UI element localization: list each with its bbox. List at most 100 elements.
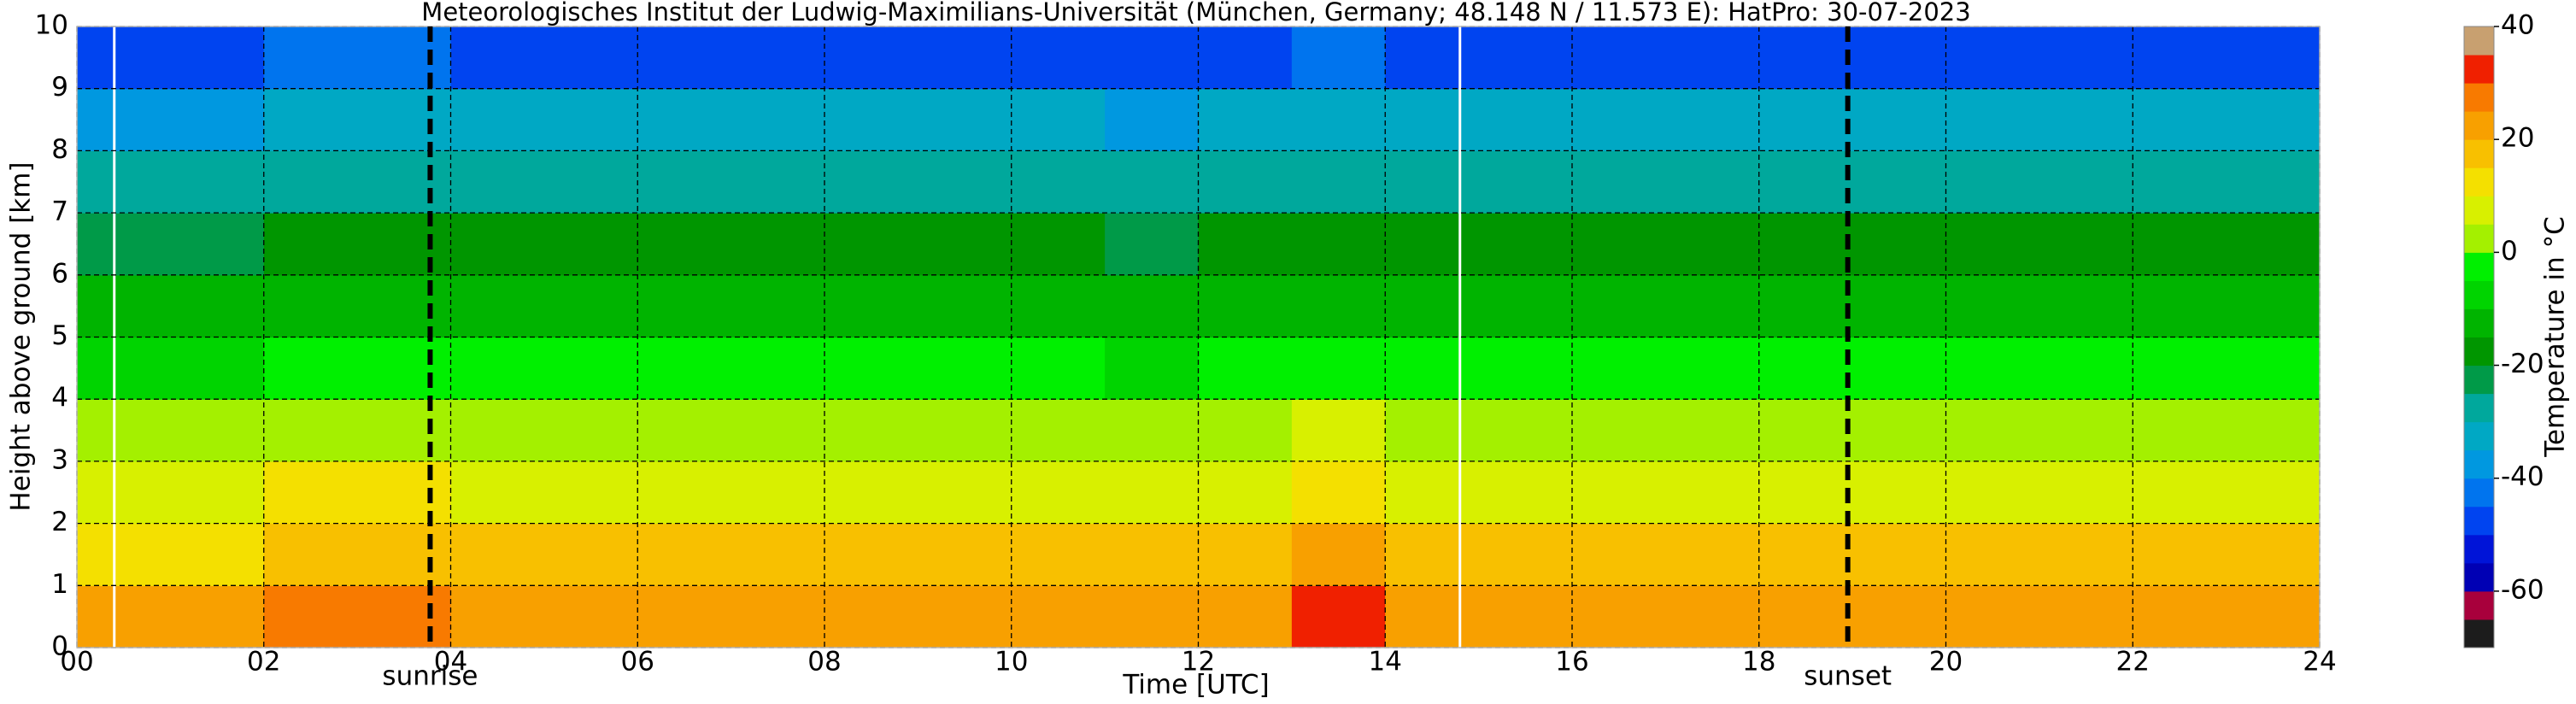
y-tick-label: 7 — [51, 197, 68, 227]
heat-cell — [2226, 150, 2321, 214]
heat-cell — [2039, 274, 2133, 338]
heat-cell — [450, 337, 545, 400]
heat-cell — [1291, 585, 1386, 648]
heat-cell — [1385, 88, 1480, 151]
heat-cell — [824, 150, 918, 214]
heat-cell — [1758, 399, 1853, 462]
colorbar-tick-label: 20 — [2501, 123, 2534, 154]
x-tick-label: 06 — [621, 647, 654, 678]
heat-cell — [1665, 461, 1760, 525]
heat-cell — [1198, 399, 1293, 462]
heat-cell — [263, 523, 358, 586]
heat-cell — [1852, 461, 1947, 525]
heat-cell — [543, 461, 638, 525]
heat-cell — [1572, 399, 1666, 462]
x-tick-label: 16 — [1555, 647, 1588, 678]
heat-cell — [637, 274, 732, 338]
colorbar-segment — [2464, 619, 2494, 648]
colorbar-tick-label: -40 — [2501, 461, 2544, 492]
heat-cell — [2226, 461, 2321, 525]
heat-cell — [263, 213, 358, 276]
heat-cell — [2039, 399, 2133, 462]
x-tick-label: 14 — [1369, 647, 1402, 678]
heat-cell — [1665, 26, 1760, 90]
heat-cell — [2133, 150, 2227, 214]
heat-cell — [1478, 461, 1573, 525]
heat-cell — [1478, 585, 1573, 648]
heat-cell — [1758, 461, 1853, 525]
heat-cell — [1572, 461, 1666, 525]
heat-cell — [543, 274, 638, 338]
colorbar-segment — [2464, 111, 2494, 140]
heat-cell — [731, 150, 825, 214]
heat-cell — [637, 88, 732, 151]
heat-cell — [1385, 213, 1480, 276]
heat-cell — [637, 461, 732, 525]
heat-cell — [1198, 337, 1293, 400]
heat-cell — [543, 337, 638, 400]
heat-cell — [1198, 461, 1293, 525]
heat-cell — [1852, 26, 1947, 90]
y-tick-label: 8 — [51, 134, 68, 165]
heat-cell — [450, 585, 545, 648]
heat-cell — [2039, 337, 2133, 400]
heat-cell — [1105, 585, 1200, 648]
heat-cell — [824, 274, 918, 338]
heat-cell — [77, 274, 171, 338]
heat-cell — [1852, 274, 1947, 338]
heat-cell — [357, 150, 452, 214]
heat-cell — [918, 150, 1012, 214]
heat-cell — [918, 461, 1012, 525]
heat-cell — [1758, 26, 1853, 90]
heat-cell — [1385, 523, 1480, 586]
y-tick-label: 3 — [51, 444, 68, 475]
heat-cell — [1385, 461, 1480, 525]
heat-cell — [2039, 461, 2133, 525]
heat-cell — [2226, 585, 2321, 648]
heat-cell — [450, 274, 545, 338]
colorbar-segment — [2464, 55, 2494, 84]
heat-cell — [170, 399, 265, 462]
colorbar-segment — [2464, 421, 2494, 451]
heat-cell — [1105, 213, 1200, 276]
heat-cell — [824, 88, 918, 151]
heat-cell — [1105, 274, 1200, 338]
heat-cell — [1852, 88, 1947, 151]
heat-cell — [2039, 150, 2133, 214]
heat-cell — [1105, 399, 1200, 462]
heat-cell — [2226, 523, 2321, 586]
heat-cell — [1572, 585, 1666, 648]
event-label: sunrise — [382, 661, 478, 692]
x-tick-label: 22 — [2116, 647, 2150, 678]
heat-cell — [824, 213, 918, 276]
heat-cell — [1105, 150, 1200, 214]
heat-cell — [1852, 523, 1947, 586]
heat-cell — [1198, 150, 1293, 214]
colorbar-segment — [2464, 280, 2494, 309]
heat-cell — [1945, 399, 2040, 462]
heat-cell — [731, 337, 825, 400]
event-label: sunset — [1804, 661, 1892, 692]
heat-cell — [1478, 213, 1573, 276]
heat-cell — [1385, 150, 1480, 214]
heat-cell — [2226, 399, 2321, 462]
heat-cell — [731, 461, 825, 525]
colorbar-segment — [2464, 196, 2494, 225]
heat-cell — [357, 337, 452, 400]
heat-cell — [1011, 150, 1106, 214]
heat-cell — [1945, 88, 2040, 151]
chart-title: Meteorologisches Institut der Ludwig-Max… — [421, 0, 1970, 26]
heat-cell — [2226, 337, 2321, 400]
heat-cell — [357, 274, 452, 338]
heat-cell — [77, 337, 171, 400]
heat-cell — [637, 399, 732, 462]
heat-cell — [2039, 88, 2133, 151]
colorbar-segment — [2464, 252, 2494, 281]
heat-cell — [1758, 213, 1853, 276]
heat-cell — [1572, 213, 1666, 276]
colorbar-label: Temperature in °C — [2540, 216, 2571, 457]
heat-cell — [1852, 150, 1947, 214]
heat-cell — [824, 337, 918, 400]
heat-cell — [2133, 26, 2227, 90]
heat-cell — [2133, 461, 2227, 525]
